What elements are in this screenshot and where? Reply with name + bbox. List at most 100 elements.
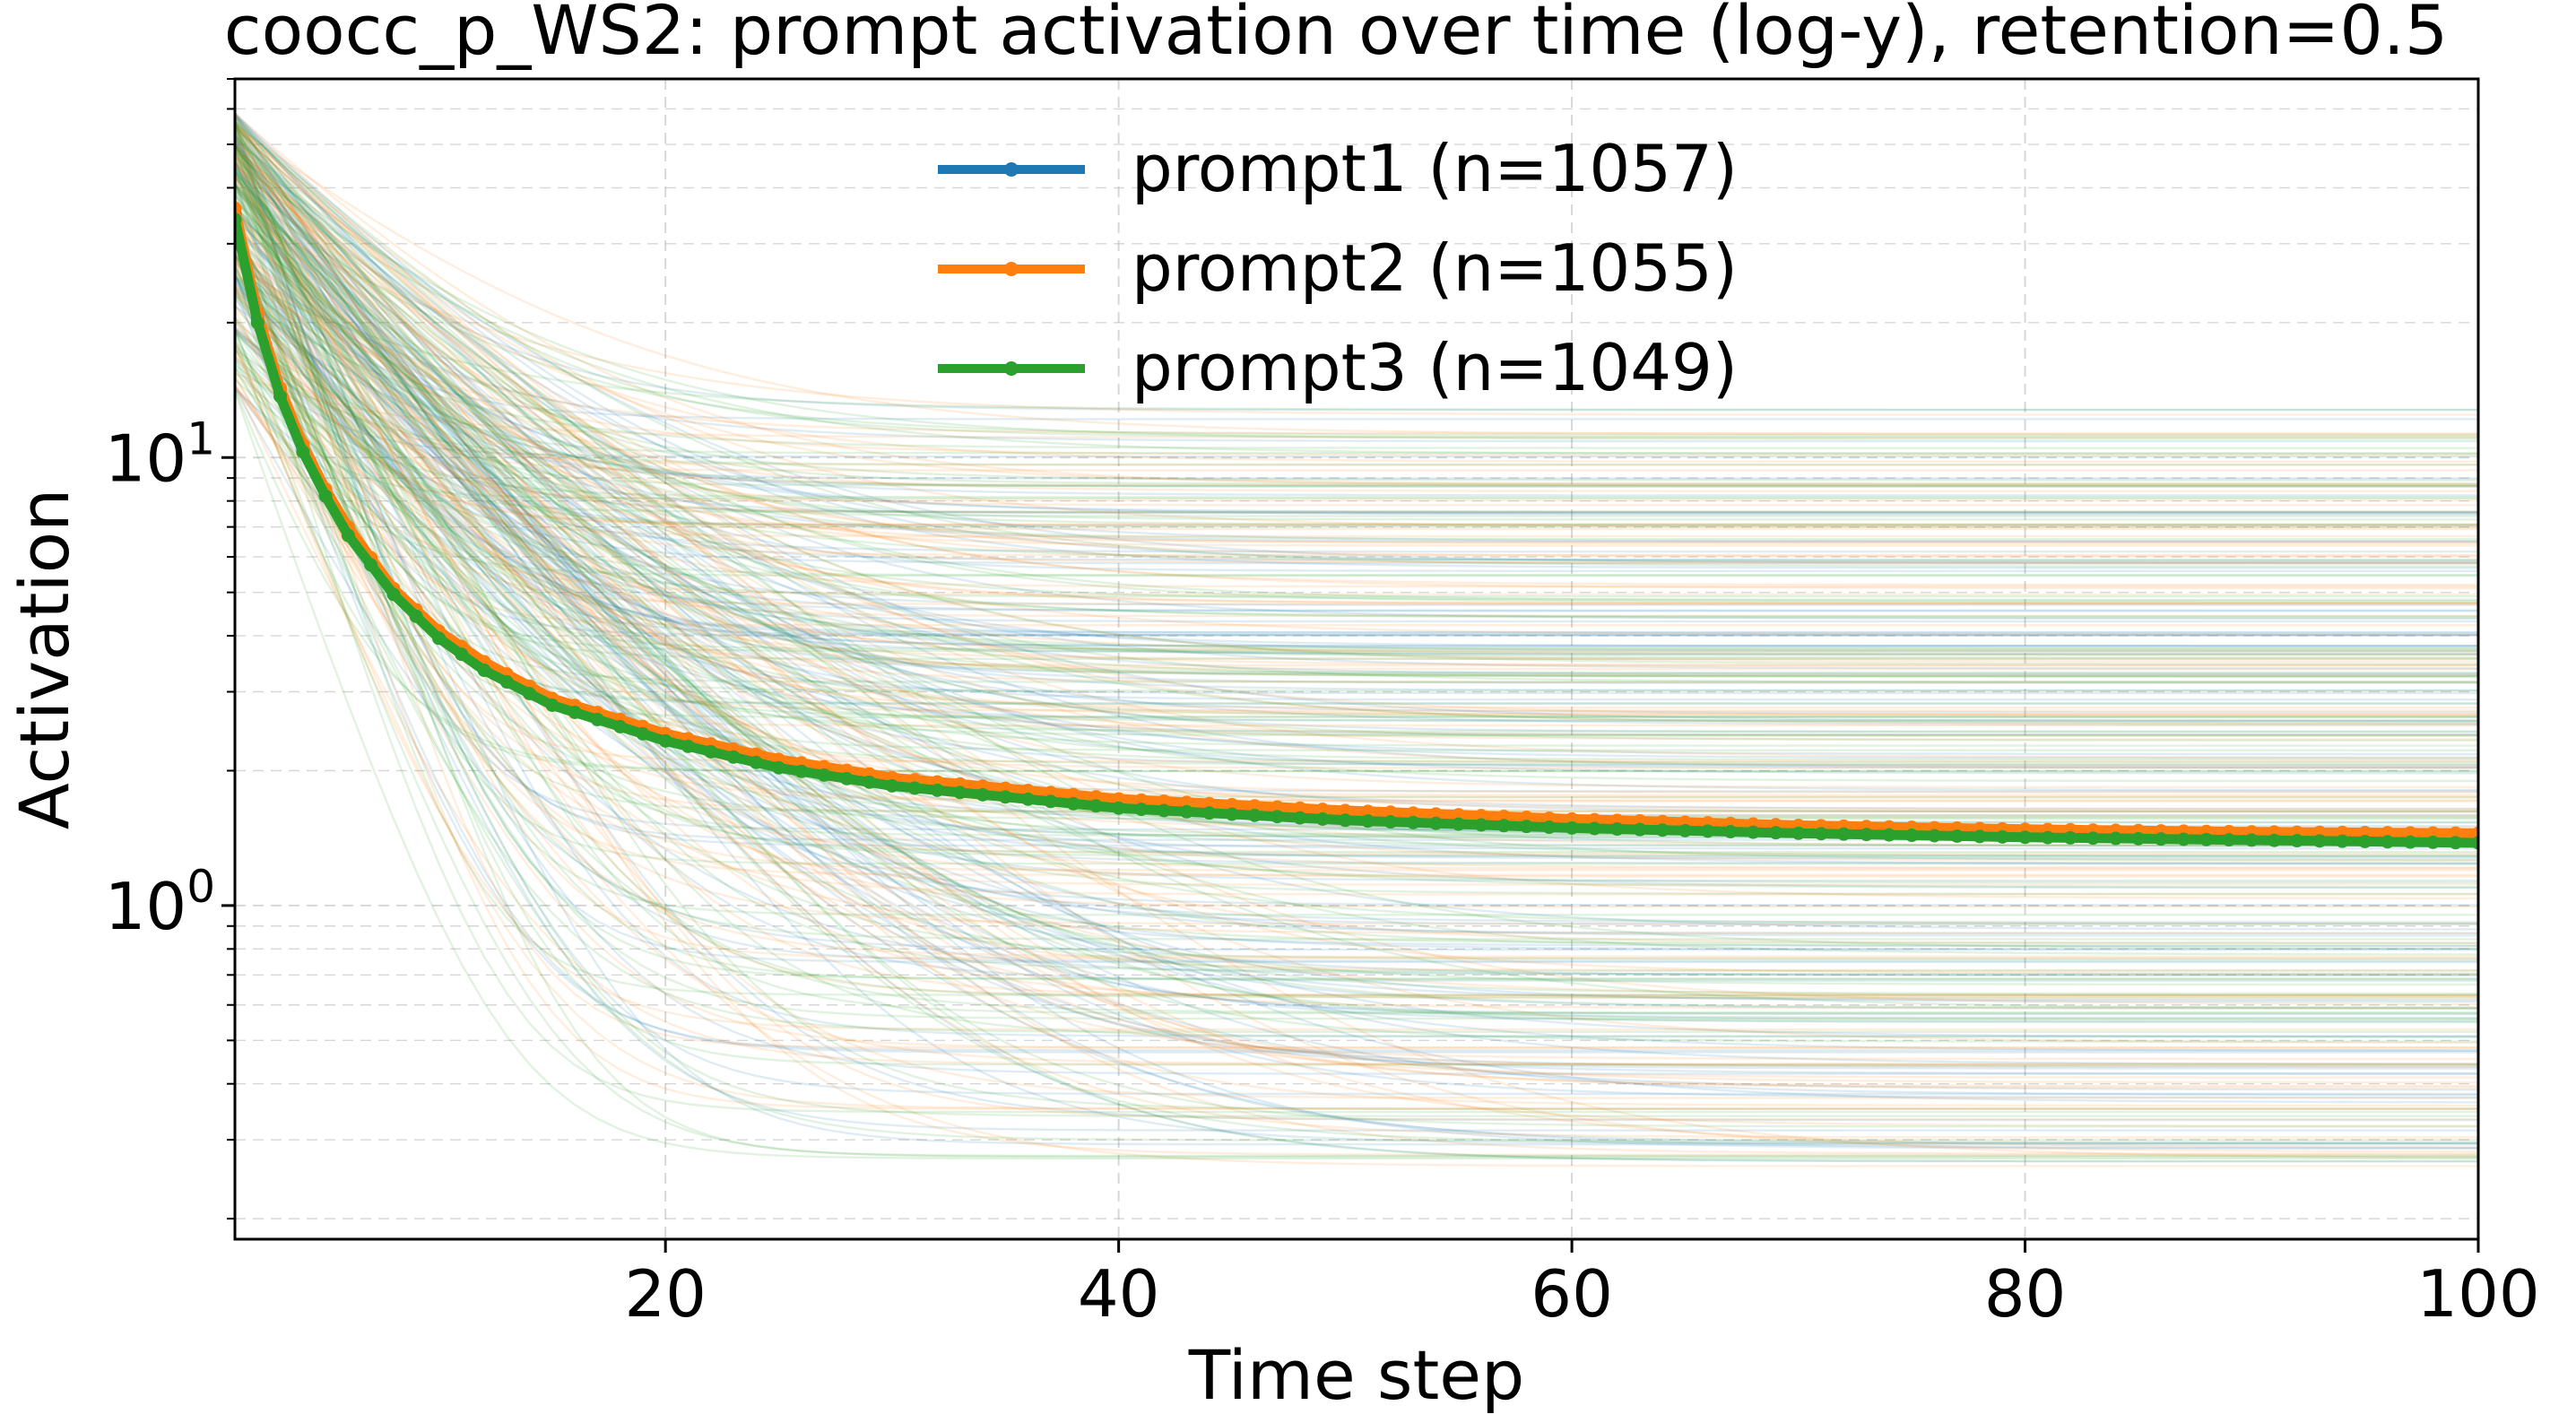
trace-line	[235, 305, 2478, 497]
trace-line	[235, 174, 2478, 675]
trace-line	[235, 286, 2478, 895]
series-marker	[477, 664, 491, 678]
trace-line	[235, 143, 2478, 858]
trace-line	[235, 287, 2478, 811]
trace-line	[235, 185, 2478, 783]
trace-line	[235, 155, 2478, 717]
trace-line	[235, 253, 2478, 908]
trace-line	[235, 121, 2478, 761]
series-marker	[1860, 828, 1874, 842]
trace-line	[235, 286, 2478, 802]
trace-line	[235, 260, 2478, 488]
series-marker	[2041, 830, 2055, 845]
trace-line	[235, 230, 2478, 637]
trace-line	[235, 369, 2478, 577]
trace-line	[235, 177, 2478, 870]
trace-line	[235, 129, 2478, 671]
trace-line	[235, 221, 2478, 543]
trace-line	[235, 168, 2478, 792]
trace-line	[235, 246, 2478, 1163]
series-marker	[726, 750, 741, 764]
series-marker	[1723, 825, 1738, 839]
trace-line	[235, 290, 2478, 655]
trace-line	[235, 329, 2478, 722]
series-marker	[1701, 824, 1715, 838]
trace-line	[235, 134, 2478, 1088]
y-axis-label: Activation	[4, 489, 84, 829]
trace-line	[235, 344, 2478, 1110]
trace-line	[235, 383, 2478, 1066]
trace-line	[235, 120, 2478, 1049]
trace-line	[235, 172, 2478, 797]
trace-line	[235, 308, 2478, 1049]
trace-line	[235, 206, 2478, 1122]
trace-line	[235, 120, 2478, 586]
y-axis-ticks: 100 101	[105, 78, 235, 1220]
series-marker	[1383, 815, 1398, 829]
series-marker	[1202, 806, 1217, 820]
trace-line	[235, 288, 2478, 683]
trace-line	[235, 145, 2478, 1068]
trace-line	[235, 378, 2478, 718]
trace-line	[235, 237, 2478, 876]
trace-line	[235, 138, 2478, 565]
trace-line	[235, 387, 2478, 976]
trace-line	[235, 252, 2478, 1020]
legend-label: prompt2 (n=1055)	[1132, 230, 1738, 306]
trace-line	[235, 183, 2478, 799]
y-tick-label: 100	[105, 861, 215, 944]
trace-line	[235, 131, 2478, 850]
trace-line	[235, 330, 2478, 1033]
series-marker	[1428, 816, 1443, 830]
trace-line	[235, 127, 2478, 485]
trace-line	[235, 136, 2478, 959]
trace-line	[235, 269, 2478, 1114]
trace-line	[235, 276, 2478, 726]
series-marker	[1202, 796, 1217, 811]
series-marker	[2244, 833, 2259, 847]
trace-line	[235, 372, 2478, 438]
series-marker	[907, 781, 922, 795]
trace-line	[235, 288, 2478, 514]
trace-line	[235, 384, 2478, 1167]
trace-line	[235, 143, 2478, 723]
trace-line	[235, 175, 2478, 531]
trace-line	[235, 177, 2478, 480]
plot-frame	[233, 77, 2480, 1241]
legend-marker	[1004, 262, 1019, 276]
trace-line	[235, 134, 2478, 793]
trace-line	[235, 232, 2478, 948]
series-marker	[2199, 832, 2214, 846]
trace-line	[235, 145, 2478, 763]
series-marker	[499, 675, 514, 690]
trace-line	[235, 172, 2478, 647]
trace-line	[235, 162, 2478, 545]
trace-line	[235, 181, 2478, 1163]
legend-label: prompt3 (n=1049)	[1132, 330, 1738, 405]
trace-line	[235, 223, 2478, 1110]
series-marker	[1293, 811, 1307, 825]
series-marker	[1565, 820, 1579, 835]
trace-line	[235, 144, 2478, 1023]
trace-line	[235, 291, 2478, 449]
trace-line	[235, 341, 2478, 986]
trace-line	[235, 124, 2478, 436]
trace-line	[235, 170, 2478, 603]
trace-line	[235, 355, 2478, 997]
trace-line	[235, 210, 2478, 605]
series-marker	[1995, 829, 2009, 844]
series-marker	[1066, 796, 1080, 811]
trace-line	[235, 364, 2478, 659]
trace-line	[235, 150, 2478, 1010]
trace-line	[235, 259, 2478, 1099]
trace-line	[235, 211, 2478, 999]
trace-line	[235, 149, 2478, 1146]
series-marker	[1973, 829, 1987, 844]
trace-line	[235, 120, 2478, 950]
series-marker	[863, 775, 877, 789]
trace-line	[235, 184, 2478, 931]
trace-line	[235, 115, 2478, 725]
trace-line	[235, 144, 2478, 412]
trace-line	[235, 280, 2478, 925]
trace-line	[235, 169, 2478, 947]
